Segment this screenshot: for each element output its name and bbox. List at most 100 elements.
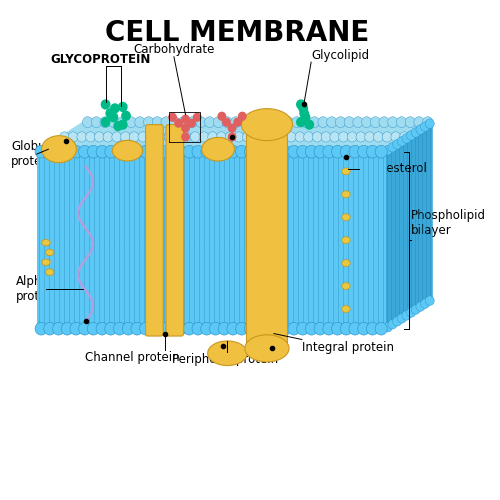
Circle shape	[238, 112, 246, 120]
Circle shape	[182, 116, 190, 123]
Text: Channel protein: Channel protein	[85, 351, 180, 364]
Circle shape	[321, 132, 331, 142]
Circle shape	[406, 130, 416, 140]
Circle shape	[375, 146, 387, 158]
Circle shape	[182, 132, 192, 142]
Circle shape	[118, 116, 128, 128]
Circle shape	[210, 146, 222, 158]
Circle shape	[110, 113, 118, 122]
Circle shape	[200, 322, 213, 335]
Circle shape	[398, 314, 406, 323]
Circle shape	[411, 128, 420, 138]
Circle shape	[283, 116, 294, 128]
Circle shape	[244, 146, 256, 158]
Circle shape	[86, 132, 96, 142]
Circle shape	[262, 322, 274, 335]
Ellipse shape	[202, 138, 234, 161]
Circle shape	[340, 322, 352, 335]
Text: Carbohydrate: Carbohydrate	[133, 43, 214, 56]
Circle shape	[227, 322, 239, 335]
Circle shape	[102, 100, 110, 109]
Circle shape	[411, 304, 420, 314]
Text: Glycolipid: Glycolipid	[311, 48, 370, 62]
Text: Cholesterol: Cholesterol	[360, 162, 427, 175]
Circle shape	[248, 116, 258, 128]
Circle shape	[366, 322, 378, 335]
Circle shape	[384, 322, 392, 332]
Circle shape	[225, 132, 235, 142]
Text: Integral protein: Integral protein	[302, 341, 394, 354]
Circle shape	[420, 299, 430, 308]
Circle shape	[358, 146, 370, 158]
Circle shape	[382, 132, 392, 142]
Circle shape	[94, 132, 104, 142]
Circle shape	[227, 146, 239, 158]
Circle shape	[414, 116, 424, 128]
Circle shape	[61, 322, 74, 335]
FancyBboxPatch shape	[166, 124, 184, 336]
Circle shape	[166, 146, 178, 158]
Circle shape	[270, 146, 282, 158]
Circle shape	[196, 116, 206, 128]
Circle shape	[35, 322, 47, 335]
Circle shape	[379, 116, 389, 128]
Circle shape	[164, 132, 174, 142]
Circle shape	[184, 322, 196, 335]
Circle shape	[269, 132, 278, 142]
Circle shape	[332, 146, 344, 158]
Circle shape	[156, 132, 165, 142]
Text: CELL MEMBRANE: CELL MEMBRANE	[104, 19, 369, 47]
Circle shape	[184, 146, 196, 158]
Circle shape	[314, 146, 326, 158]
Circle shape	[210, 322, 222, 335]
Circle shape	[302, 113, 310, 122]
Circle shape	[208, 132, 218, 142]
Circle shape	[306, 322, 318, 335]
Circle shape	[236, 322, 248, 335]
Circle shape	[122, 146, 134, 158]
Circle shape	[266, 116, 276, 128]
Text: GLYCOPROTEIN: GLYCOPROTEIN	[50, 52, 151, 66]
Circle shape	[178, 116, 188, 128]
Circle shape	[228, 133, 236, 141]
Circle shape	[173, 132, 182, 142]
Circle shape	[344, 116, 354, 128]
Ellipse shape	[42, 259, 50, 266]
Circle shape	[140, 146, 152, 158]
Circle shape	[148, 322, 160, 335]
Circle shape	[131, 146, 143, 158]
Circle shape	[309, 116, 320, 128]
Circle shape	[323, 322, 335, 335]
Ellipse shape	[342, 306, 350, 312]
Circle shape	[358, 322, 370, 335]
Circle shape	[218, 112, 226, 120]
Circle shape	[253, 322, 265, 335]
Circle shape	[96, 322, 108, 335]
Circle shape	[187, 116, 198, 128]
Circle shape	[44, 146, 56, 158]
Circle shape	[330, 132, 340, 142]
Circle shape	[77, 132, 86, 142]
Ellipse shape	[342, 260, 350, 266]
Circle shape	[114, 322, 126, 335]
Circle shape	[332, 322, 344, 335]
Circle shape	[78, 322, 90, 335]
Circle shape	[70, 322, 82, 335]
Circle shape	[182, 124, 190, 132]
Circle shape	[140, 322, 152, 335]
Circle shape	[234, 132, 243, 142]
Circle shape	[192, 146, 204, 158]
Circle shape	[236, 146, 248, 158]
Circle shape	[126, 116, 136, 128]
Circle shape	[405, 116, 415, 128]
Circle shape	[340, 146, 352, 158]
Circle shape	[288, 322, 300, 335]
Circle shape	[375, 322, 387, 335]
Circle shape	[105, 322, 117, 335]
Circle shape	[144, 116, 154, 128]
Ellipse shape	[342, 282, 350, 290]
Circle shape	[253, 146, 265, 158]
Circle shape	[166, 322, 178, 335]
Circle shape	[314, 322, 326, 335]
Circle shape	[364, 132, 374, 142]
